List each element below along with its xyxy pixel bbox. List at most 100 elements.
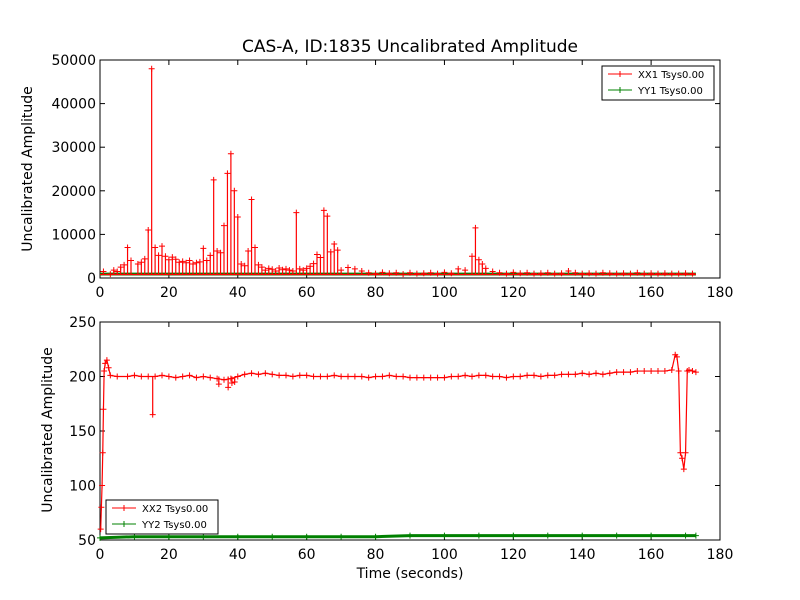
plot-0-series-0-spike-marker-110 <box>620 270 627 277</box>
plot-0-series-0-spike-marker-99 <box>544 269 551 276</box>
plot-1-series-0-point-7 <box>103 357 110 364</box>
bottom-legend-yy2-label: YY2 Tsys0.00 <box>141 520 207 531</box>
plot-1-y-tick-label-2: 150 <box>69 424 96 440</box>
plot-1-series-0-point-59 <box>455 373 462 380</box>
plot-0-series-0-spike-marker-78 <box>413 270 420 277</box>
plot-0-series-0-spike-marker-116 <box>661 270 668 277</box>
plot-0-series-0-spike-marker-60 <box>314 251 320 258</box>
plot-1-series-1-point-4 <box>234 533 241 540</box>
plot-1-series-0-point-88 <box>655 368 661 375</box>
plot-0-series-0-spike-marker-120 <box>689 270 696 277</box>
plot-1-series-0-point-85 <box>634 368 641 375</box>
plot-1-series-0-point-65 <box>496 373 503 380</box>
plot-0-x-tick-label-6: 120 <box>500 285 527 301</box>
plot-1-series-1-point-2 <box>165 533 172 540</box>
plot-0-series-0-spike-marker-101 <box>558 270 565 277</box>
plot-0-series-0-spike-marker-19 <box>172 256 179 263</box>
plot-1-series-0-point-57 <box>441 374 448 381</box>
plot-0-series-0-spike-marker-54 <box>293 209 300 216</box>
plot-0-series-0-spike-marker-11 <box>145 227 152 234</box>
plot-0-x-tick-label-4: 80 <box>367 285 385 301</box>
plot-0-series-0-spike-marker-119 <box>682 270 689 277</box>
plot-1-series-0-point-101 <box>692 369 699 376</box>
plot-0-series-0-spike-marker-66 <box>334 247 341 254</box>
plot-0-series-0-spike-marker-8 <box>134 261 141 268</box>
plot-1-series-0-point-46 <box>365 374 372 381</box>
plot-1-series-0-spike-marker-2 <box>225 384 232 391</box>
plot-1-series-1-point-8 <box>372 533 379 540</box>
plot-0-series-0-spike-marker-98 <box>537 270 544 277</box>
plot-1-series-1-point-7 <box>338 533 345 540</box>
plot-1-series-0-point-26 <box>227 375 234 382</box>
bottom-legend-box <box>105 499 219 535</box>
plot-0-series-0-spike-marker-10 <box>141 255 148 262</box>
plot-1-series-0-point-76 <box>572 371 579 378</box>
plot-0-y-tick-label-4: 40000 <box>51 97 96 113</box>
plot-0-series-0-spike-marker-29 <box>207 252 214 259</box>
plot-0-y-tick-label-3: 30000 <box>51 140 96 156</box>
plot-0-series-0-spike-marker-57 <box>303 265 310 272</box>
plot-1-y-tick-label-4: 250 <box>69 315 96 331</box>
plot-0-series-0-spike-marker-88 <box>475 256 482 263</box>
plot-0-frame <box>99 59 721 279</box>
plot-0-series-0-spike-marker-0 <box>100 268 107 275</box>
bottom-legend-xx2-marker <box>121 505 127 511</box>
plot-1-series-0-point-33 <box>276 372 283 379</box>
plot-1-series-0-point-97 <box>682 449 689 456</box>
plot-0-series-0-spike-marker-61 <box>317 254 324 261</box>
plot-0-series-0-spike-marker-83 <box>448 270 455 277</box>
plot-0-series-0-spike-marker-32 <box>217 249 224 256</box>
plot-0-series-0-spike-marker-79 <box>420 270 427 277</box>
plot-1-series-0-point-47 <box>372 373 379 380</box>
plot-0-series-0-spike-marker-105 <box>586 270 593 277</box>
plot-1-series-0-point-50 <box>393 373 400 380</box>
plot-1-series-1-point-17 <box>682 532 689 539</box>
plot-0-series-0-spike-marker-13 <box>152 244 159 251</box>
bottom-legend-xx2-label: XX2 Tsys0.00 <box>142 504 208 515</box>
plot-0-x-tick-label-7: 140 <box>569 285 596 301</box>
plot-0-series-0-spike-marker-27 <box>200 245 207 252</box>
plot-1-series-0-point-81 <box>606 370 613 377</box>
plot-0-series-0-spike-marker-104 <box>579 270 586 277</box>
plot-1-series-0-point-16 <box>159 372 165 379</box>
plot-0-series-0-spike-marker-108 <box>606 270 613 277</box>
bottom-legend-yy2-marker <box>121 521 127 527</box>
plot-0-series-0-spike-marker-67 <box>338 267 345 274</box>
plot-1-series-0-spike-marker-0 <box>149 411 156 418</box>
plot-0-series-0-spike-marker-36 <box>231 187 238 194</box>
plot-0-series-0-spike-marker-63 <box>324 213 331 220</box>
plot-1-series-0-point-28 <box>241 371 248 378</box>
plot-1-series-0-spike-marker-3 <box>228 380 235 387</box>
plot-1-series-1-point-9 <box>407 532 413 539</box>
plot-1-series-0-point-58 <box>448 373 455 380</box>
plot-0-series-0-spike-marker-74 <box>386 270 393 277</box>
top-legend-xx1-label: XX1 Tsys0.00 <box>638 70 704 81</box>
plot-1-series-0-point-83 <box>620 369 627 376</box>
plot-1-series-0-point-14 <box>145 373 152 380</box>
plot-1-series-0-point-32 <box>269 371 276 378</box>
plot-0-series-0-spike-marker-103 <box>572 269 579 276</box>
plot-0-series-0-spike-marker-45 <box>262 267 269 274</box>
plot-1-series-0-point-52 <box>407 374 413 381</box>
plot-1-x-tick-label-3: 60 <box>298 547 316 563</box>
plot-1-series-0-point-80 <box>599 371 606 378</box>
plot-0-series-0-spike-marker-112 <box>634 269 641 276</box>
plot-0-series-0-spike-marker-80 <box>427 269 434 276</box>
plot-0-series-0-spike-marker-22 <box>183 259 190 266</box>
plot-1-series-0-point-60 <box>462 372 469 379</box>
plot-1-series-0-point-61 <box>469 373 475 380</box>
plot-1-x-tick-label-2: 40 <box>229 547 247 563</box>
top-plot-area: 0 20 40 60 80 100 120 140 160 180 0 10000 20000 30000… <box>51 53 733 301</box>
plot-0-series-0-spike-marker-40 <box>245 247 252 254</box>
plot-1-series-1-point-6 <box>303 533 310 540</box>
plot-0-series-0-spike-marker-50 <box>279 266 286 273</box>
plot-1-series-0-point-87 <box>648 368 655 375</box>
plot-0-series-0-spike-marker-34 <box>224 170 231 177</box>
plot-0-series-0-spike-marker-35 <box>227 150 234 157</box>
plot-0-x-tick-label-1: 20 <box>160 285 178 301</box>
bottom-legend: XX2 Tsys0.00 YY2 Tsys0.00 <box>105 499 219 535</box>
plot-1-series-0-point-72 <box>544 372 551 379</box>
plot-1-series-0-point-71 <box>537 373 544 380</box>
plot-0-series-0-spike-marker-21 <box>179 258 186 265</box>
